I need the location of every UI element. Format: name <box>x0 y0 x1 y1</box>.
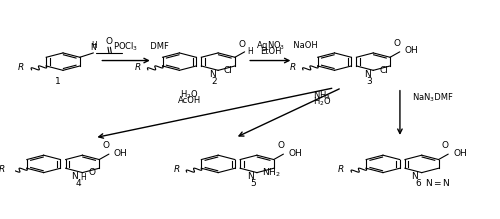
Text: NH$_3$: NH$_3$ <box>312 89 330 102</box>
Text: O: O <box>106 37 112 46</box>
Text: 1: 1 <box>56 77 61 86</box>
Text: N: N <box>209 70 216 79</box>
Text: Cl: Cl <box>379 66 388 75</box>
Text: N$=$N: N$=$N <box>426 177 451 187</box>
Text: R: R <box>18 63 25 72</box>
Text: H: H <box>247 47 253 56</box>
Text: O: O <box>394 39 400 48</box>
Text: DMF: DMF <box>146 42 170 51</box>
Text: AgNO$_3$: AgNO$_3$ <box>256 39 285 52</box>
Text: OH: OH <box>288 148 302 157</box>
Text: R: R <box>290 63 296 72</box>
Text: H: H <box>91 41 97 50</box>
Text: O: O <box>238 40 246 49</box>
Text: R: R <box>338 165 344 174</box>
Text: R: R <box>134 63 141 72</box>
Text: NH$_2$: NH$_2$ <box>262 166 280 179</box>
Text: N: N <box>364 70 370 79</box>
Text: N: N <box>412 172 418 181</box>
Text: NaN$_3$: NaN$_3$ <box>412 91 435 104</box>
Text: R: R <box>0 165 5 174</box>
Text: H$_2$O: H$_2$O <box>180 88 199 101</box>
Text: AcOH: AcOH <box>178 96 201 105</box>
Text: OH: OH <box>114 148 128 157</box>
Text: N: N <box>90 44 96 53</box>
Text: H: H <box>80 173 86 182</box>
Text: 3: 3 <box>366 77 372 86</box>
Text: EtOH: EtOH <box>260 47 281 56</box>
Text: N: N <box>248 172 254 181</box>
Text: O: O <box>102 141 110 150</box>
Text: 4: 4 <box>76 179 82 188</box>
Text: 5: 5 <box>250 179 256 188</box>
Text: OH: OH <box>404 46 418 55</box>
Text: N: N <box>72 172 78 181</box>
Text: POCl$_3$: POCl$_3$ <box>114 40 138 53</box>
Text: 2: 2 <box>212 77 217 86</box>
Text: DMF: DMF <box>429 93 453 102</box>
Text: O: O <box>442 141 449 150</box>
Text: O: O <box>88 168 95 177</box>
Text: H$_2$O: H$_2$O <box>312 96 331 108</box>
Text: OH: OH <box>453 148 467 157</box>
Text: Cl: Cl <box>224 66 233 75</box>
Text: R: R <box>174 165 180 174</box>
Text: 6: 6 <box>415 179 420 188</box>
Text: NaOH: NaOH <box>288 41 318 50</box>
Text: O: O <box>277 141 284 150</box>
